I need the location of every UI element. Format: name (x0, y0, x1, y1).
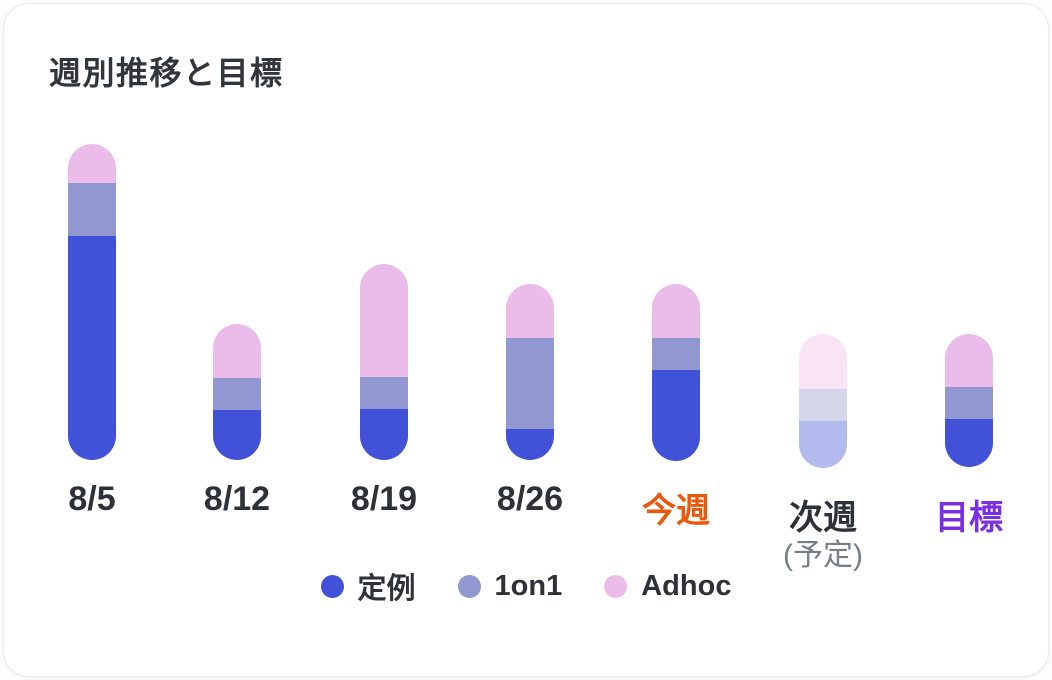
bar-w0805 (68, 144, 116, 460)
bar-w0812-segment-teirei (213, 410, 261, 460)
legend-label-1on1: 1on1 (494, 569, 563, 602)
legend-dot-teirei-icon (320, 574, 344, 598)
chart-legend: 定例 1on1 Adhoc (4, 566, 1048, 606)
bar-w0826-segment-teirei (506, 429, 554, 460)
bar-w0805-segment-teirei (68, 236, 116, 460)
bar-w0826-segment-oneonone (506, 338, 554, 429)
bar-w0812-segment-adhoc (213, 324, 261, 378)
x-label-w0819: 8/19 (350, 480, 418, 518)
bar-goal-segment-teirei (945, 419, 993, 467)
bar-w0819 (360, 264, 408, 460)
bar-goal (945, 334, 993, 467)
legend-item-1on1: 1on1 (457, 569, 563, 603)
bar-next-week-segment-adhoc (799, 334, 847, 389)
legend-dot-adhoc-icon (604, 574, 628, 598)
x-label-w0826: 8/26 (496, 480, 564, 518)
bar-this-week-segment-teirei (652, 370, 700, 461)
x-label-next-week: 次週 (789, 499, 857, 537)
bar-w0819-segment-oneonone (360, 377, 408, 409)
bar-this-week (652, 284, 700, 461)
legend-item-adhoc: Adhoc (604, 570, 731, 603)
bar-w0826 (506, 284, 554, 460)
bar-this-week-segment-oneonone (652, 338, 700, 370)
bar-w0812-segment-oneonone (213, 378, 261, 410)
bar-w0819-segment-adhoc (360, 264, 408, 377)
bar-w0805-segment-oneonone (68, 183, 116, 236)
bar-next-week (799, 334, 847, 468)
x-label-w0812: 8/12 (203, 480, 271, 518)
x-sublabel-next-week: (予定) (783, 539, 863, 572)
bar-this-week-segment-adhoc (652, 284, 700, 338)
x-label-w0805: 8/5 (68, 480, 116, 518)
legend-dot-1on1-icon (457, 574, 481, 598)
x-label-this-week: 今週 (642, 492, 710, 530)
bar-w0819-segment-teirei (360, 409, 408, 460)
legend-label-adhoc: Adhoc (641, 569, 732, 602)
bar-goal-segment-oneonone (945, 387, 993, 419)
weekly-stacked-bar-chart: 8/5 8/12 8/19 8/26 今週 次週 (予定) 目標 (4, 4, 1048, 676)
legend-item-teirei: 定例 (320, 565, 416, 607)
bar-w0805-segment-adhoc (68, 144, 116, 183)
bar-w0826-segment-adhoc (506, 284, 554, 338)
chart-title: 週別推移と目標 (49, 55, 284, 91)
bar-goal-segment-adhoc (945, 334, 993, 387)
weekly-trend-card: 週別推移と目標 8/5 8/12 8/19 8/26 今週 次週 (予定) 目標 定例 1on… (3, 3, 1049, 677)
bar-next-week-segment-oneonone (799, 389, 847, 421)
bar-w0812 (213, 324, 261, 460)
bar-next-week-segment-teirei (799, 421, 847, 468)
x-label-goal: 目標 (935, 499, 1003, 537)
legend-label-teirei: 定例 (357, 573, 416, 605)
